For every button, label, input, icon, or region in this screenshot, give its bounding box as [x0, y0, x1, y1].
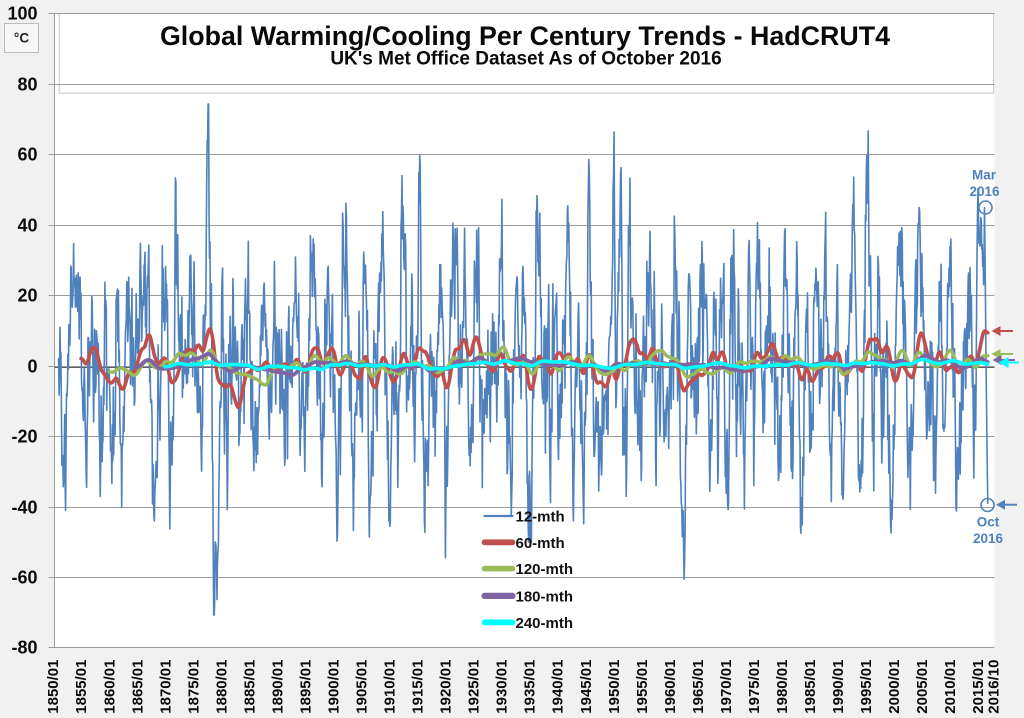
svg-text:1940/01: 1940/01 — [550, 660, 567, 714]
svg-text:1925/01: 1925/01 — [466, 660, 483, 714]
svg-text:1895/01: 1895/01 — [298, 660, 315, 714]
svg-text:1930/01: 1930/01 — [494, 660, 511, 714]
svg-text:-40: -40 — [11, 498, 37, 518]
svg-text:20: 20 — [17, 286, 37, 306]
svg-text:240-mth: 240-mth — [516, 615, 574, 632]
svg-text:2015/01: 2015/01 — [970, 659, 987, 713]
svg-text:1905/01: 1905/01 — [354, 660, 371, 714]
svg-text:Oct: Oct — [977, 515, 1000, 530]
svg-text:1990/01: 1990/01 — [830, 660, 847, 714]
svg-text:1945/01: 1945/01 — [578, 660, 595, 714]
svg-text:2000/01: 2000/01 — [886, 660, 903, 714]
svg-text:1875/01: 1875/01 — [185, 660, 202, 714]
svg-text:2010/01: 2010/01 — [942, 660, 959, 714]
svg-text:120-mth: 120-mth — [516, 561, 574, 578]
svg-text:1950/01: 1950/01 — [606, 660, 623, 714]
svg-text:1915/01: 1915/01 — [410, 660, 427, 714]
svg-text:°C: °C — [14, 31, 29, 46]
svg-text:1870/01: 1870/01 — [157, 660, 174, 714]
svg-text:2016: 2016 — [969, 184, 1000, 199]
svg-text:1880/01: 1880/01 — [213, 660, 230, 714]
svg-text:1985/01: 1985/01 — [802, 660, 819, 714]
svg-text:0: 0 — [27, 357, 37, 377]
svg-text:1890/01: 1890/01 — [269, 660, 286, 714]
svg-text:Global Warming/Cooling Per Cen: Global Warming/Cooling Per Century Trend… — [160, 21, 890, 51]
svg-text:1960/01: 1960/01 — [662, 660, 679, 714]
svg-text:1850/01: 1850/01 — [45, 660, 62, 714]
svg-text:Mar: Mar — [972, 168, 997, 183]
svg-text:1955/01: 1955/01 — [634, 660, 651, 714]
svg-text:-20: -20 — [11, 427, 37, 447]
svg-text:1910/01: 1910/01 — [382, 660, 399, 714]
svg-text:12-mth: 12-mth — [516, 509, 565, 526]
svg-text:1865/01: 1865/01 — [129, 660, 146, 714]
svg-text:80: 80 — [17, 75, 37, 95]
svg-text:40: 40 — [17, 216, 37, 236]
svg-text:2016: 2016 — [973, 531, 1004, 546]
svg-text:100: 100 — [7, 4, 37, 24]
svg-text:1885/01: 1885/01 — [241, 660, 258, 714]
svg-text:-80: -80 — [11, 638, 37, 658]
svg-text:1970/01: 1970/01 — [718, 660, 735, 714]
svg-text:1900/01: 1900/01 — [326, 660, 343, 714]
svg-text:-60: -60 — [11, 568, 37, 588]
svg-text:1855/01: 1855/01 — [73, 660, 90, 714]
svg-text:60-mth: 60-mth — [516, 535, 565, 552]
svg-text:1975/01: 1975/01 — [746, 660, 763, 714]
svg-text:180-mth: 180-mth — [516, 588, 574, 605]
svg-text:1860/01: 1860/01 — [101, 660, 118, 714]
svg-text:2005/01: 2005/01 — [914, 660, 931, 714]
svg-text:2016/10: 2016/10 — [986, 660, 1003, 714]
svg-text:1935/01: 1935/01 — [522, 660, 539, 714]
svg-text:1965/01: 1965/01 — [690, 660, 707, 714]
svg-text:1995/01: 1995/01 — [858, 660, 875, 714]
svg-text:UK's Met Office Dataset As of: UK's Met Office Dataset As of October 20… — [330, 49, 721, 70]
svg-text:60: 60 — [17, 145, 37, 165]
svg-text:1980/01: 1980/01 — [774, 660, 791, 714]
svg-text:1920/01: 1920/01 — [438, 660, 455, 714]
